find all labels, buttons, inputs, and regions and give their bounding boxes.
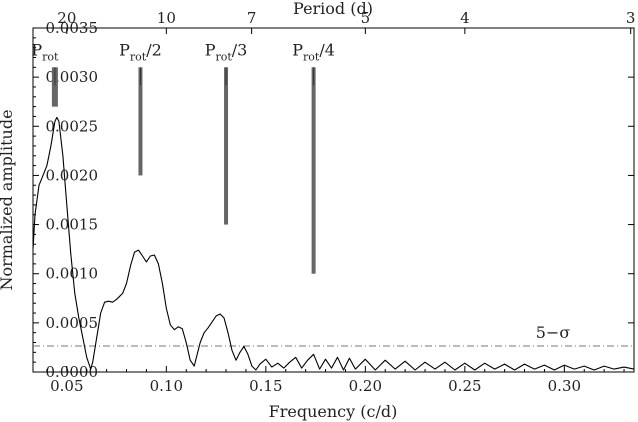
rotation-marker-label: Prot bbox=[31, 40, 59, 63]
amplitude-series-line bbox=[32, 116, 635, 371]
x-tick-label: 0.20 bbox=[349, 377, 382, 395]
series-group bbox=[32, 116, 635, 371]
y-axis-title: Normalized amplitude bbox=[0, 109, 16, 290]
rotation-marker-label: Prot/3 bbox=[205, 40, 248, 63]
y-axis-ticks: 0.00000.00050.00100.00150.00200.00250.00… bbox=[33, 19, 634, 381]
rotation-marker-label: Prot/2 bbox=[119, 40, 162, 63]
period-axis-ticks: 20 10 7 5 4 3 bbox=[57, 9, 635, 34]
x-axis-ticks: 0.05 0.10 0.15 0.20 0.25 0.30 bbox=[46, 366, 625, 395]
rotation-marker-bar bbox=[51, 67, 58, 107]
y-tick-label: 0.0030 bbox=[46, 68, 99, 86]
period-tick-label: 20 bbox=[57, 9, 76, 27]
period-tick-label: 3 bbox=[626, 9, 636, 27]
rotation-marker-label: Prot/4 bbox=[292, 40, 335, 63]
period-tick-label: 10 bbox=[157, 9, 176, 27]
rotation-marker-bar bbox=[138, 67, 143, 176]
y-tick-label: 0.0015 bbox=[46, 216, 99, 234]
threshold-line-group: 5−σ bbox=[33, 323, 634, 347]
x-tick-label: 0.30 bbox=[548, 377, 581, 395]
period-tick-label: 5 bbox=[361, 9, 371, 27]
rotation-markers: Prot Prot/2 Prot/3 Prot/4 bbox=[31, 40, 335, 274]
period-tick-label: 4 bbox=[460, 9, 470, 27]
x-axis-title: Frequency (c/d) bbox=[269, 402, 398, 421]
x-tick-label: 0.05 bbox=[50, 377, 83, 395]
x-tick-label: 0.25 bbox=[448, 377, 481, 395]
y-tick-label: 0.0000 bbox=[46, 363, 99, 381]
threshold-label: 5−σ bbox=[536, 323, 571, 342]
y-tick-label: 0.0020 bbox=[46, 166, 99, 184]
period-axis-title: Period (d) bbox=[293, 0, 373, 18]
period-tick-label: 7 bbox=[247, 9, 257, 27]
y-tick-label: 0.0005 bbox=[46, 314, 99, 332]
x-tick-label: 0.15 bbox=[249, 377, 282, 395]
plot-frame bbox=[32, 27, 635, 373]
rotation-marker-bar bbox=[311, 67, 316, 274]
x-tick-label: 0.10 bbox=[150, 377, 183, 395]
rotation-marker-bar bbox=[224, 67, 229, 225]
y-tick-label: 0.0035 bbox=[46, 19, 99, 37]
y-tick-label: 0.0010 bbox=[46, 265, 99, 283]
